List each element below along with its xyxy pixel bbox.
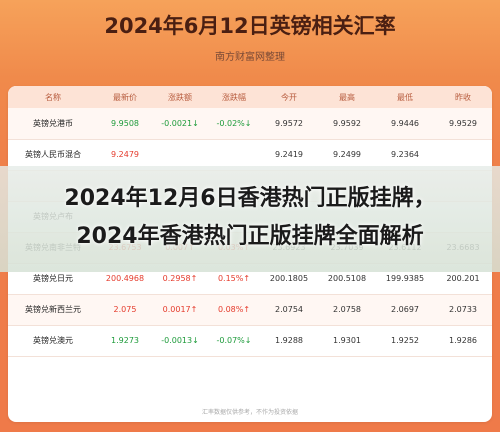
- cell-high: 9.9592: [318, 108, 376, 140]
- cell-high: 2.0758: [318, 294, 376, 326]
- headline-line-2: 2024年香港热门正版挂牌全面解析: [76, 224, 424, 249]
- cell-high: 1.9301: [318, 325, 376, 357]
- table-row: 英镑兑澳元 1.9273 -0.0013↓ -0.07%↓ 1.9288 1.9301 1.…: [8, 325, 492, 357]
- col-header-open: 今开: [281, 92, 297, 102]
- cell-low: 2.0697: [376, 294, 434, 326]
- cell-prev: 9.9529: [434, 108, 492, 140]
- cell-pct: -0.07%↓: [208, 325, 260, 357]
- table-row: 英镑兑港币 9.9508 -0.0021↓ -0.02%↓ 9.9572 9.9592 9.…: [8, 108, 492, 140]
- page-title: 2024年6月12日英镑相关汇率: [104, 14, 396, 38]
- cell-open: 9.2419: [260, 139, 318, 171]
- cell-pct: 0.08%↑: [208, 294, 260, 326]
- table-header-row: 名称 最新价 涨跌额 涨跌幅 今开 最高 最低 昨收: [8, 86, 492, 108]
- col-header-high: 最高: [339, 92, 355, 102]
- cell-name: 英镑兑新西兰元: [8, 294, 98, 326]
- cell-prev: [434, 139, 492, 171]
- cell-low: 9.9446: [376, 108, 434, 140]
- cell-change: -0.0013↓: [152, 325, 208, 357]
- cell-latest: 9.9508: [98, 108, 152, 140]
- footer-note: 汇率数据仅供参考，不作为投资依据: [201, 409, 298, 416]
- cell-change: [152, 139, 208, 171]
- cell-low: 1.9252: [376, 325, 434, 357]
- cell-change: -0.0021↓: [152, 108, 208, 140]
- cell-open: 9.9572: [260, 108, 318, 140]
- col-header-pct: 涨跌幅: [222, 92, 246, 102]
- cell-latest: 2.075: [98, 294, 152, 326]
- col-header-prev: 昨收: [455, 92, 471, 102]
- cell-name: 英镑兑港币: [8, 108, 98, 140]
- col-header-change: 涨跌额: [168, 92, 192, 102]
- col-header-name: 名称: [45, 92, 61, 102]
- headline-line-1: 2024年12月6日香港热门正版挂牌，: [64, 186, 436, 211]
- cell-open: 1.9288: [260, 325, 318, 357]
- cell-prev: 2.0733: [434, 294, 492, 326]
- cell-pct: -0.02%↓: [208, 108, 260, 140]
- cell-latest: 1.9273: [98, 325, 152, 357]
- col-header-latest: 最新价: [113, 92, 137, 102]
- cell-prev: 1.9286: [434, 325, 492, 357]
- table-row: 英镑人民币混合 9.2479 9.2419 9.2499 9.2364: [8, 139, 492, 171]
- col-header-low: 最低: [397, 92, 413, 102]
- cell-name: 英镑人民币混合: [8, 139, 98, 171]
- table-row: 英镑兑新西兰元 2.075 0.0017↑ 0.08%↑ 2.0754 2.0758 2.0…: [8, 294, 492, 326]
- headline-overlay: [0, 166, 500, 272]
- cell-open: 2.0754: [260, 294, 318, 326]
- cell-name: 英镑兑澳元: [8, 325, 98, 357]
- cell-change: 0.0017↑: [152, 294, 208, 326]
- page-subtitle: 南方财富网整理: [215, 52, 285, 63]
